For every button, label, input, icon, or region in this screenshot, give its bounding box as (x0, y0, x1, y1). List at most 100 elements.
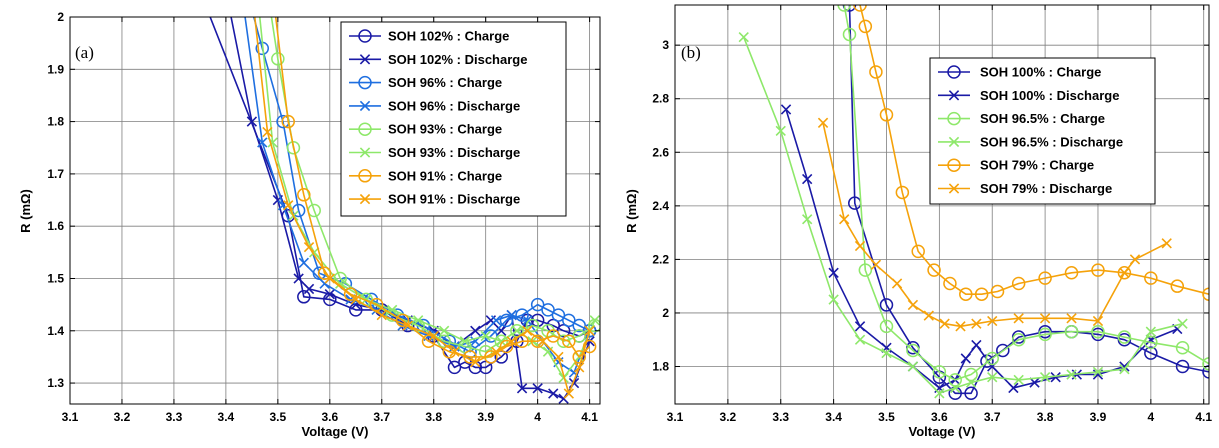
panel-label: (a) (75, 43, 94, 62)
legend-marker (358, 75, 372, 90)
data-point (480, 330, 491, 342)
data-point (870, 259, 882, 270)
data-point (1038, 327, 1052, 342)
data-point (943, 276, 957, 291)
data-point (842, 27, 857, 42)
x-tick-label: 3.1 (62, 410, 79, 424)
data-point (1066, 313, 1077, 324)
data-point (971, 339, 982, 351)
data-point (281, 114, 295, 129)
data-point (1161, 238, 1172, 249)
data-point (895, 185, 910, 200)
data-point (369, 297, 384, 312)
data-point (932, 365, 947, 379)
legend-marker (947, 111, 961, 126)
data-point (842, 5, 857, 12)
data-point (499, 313, 514, 328)
data-point (1064, 266, 1079, 280)
data-point (556, 324, 571, 338)
data-point (780, 104, 792, 115)
legend-label: SOH 79% : Discharge (980, 181, 1112, 196)
series-group (209, 17, 600, 404)
data-point (551, 308, 566, 322)
data-point (376, 309, 387, 321)
data-point (1144, 346, 1158, 360)
data-point (1144, 335, 1158, 350)
x-tick-label: 3.4 (825, 410, 842, 424)
data-point (470, 325, 481, 336)
data-point (297, 188, 311, 202)
data-point (572, 350, 586, 364)
legend-label: SOH 96% : Charge (388, 75, 502, 90)
data-point (964, 386, 978, 401)
data-point (879, 319, 894, 334)
legend-label: SOH 102% : Charge (388, 29, 509, 44)
series-line (843, 5, 1209, 381)
legend-marker (947, 158, 961, 172)
x-axis-label: Voltage (V) (909, 424, 976, 439)
legend-item: SOH 96% : Charge (349, 75, 502, 90)
x-tick-label: 3.7 (373, 410, 390, 424)
data-point (478, 360, 493, 375)
data-point (1038, 271, 1052, 285)
data-point (1011, 276, 1026, 291)
data-point (960, 353, 971, 364)
data-point (293, 273, 304, 284)
x-tick-label: 3.2 (114, 410, 131, 424)
y-axis-label: R (mΩ) (624, 189, 639, 233)
data-point (1129, 254, 1141, 265)
x-tick-label: 3.3 (166, 410, 183, 424)
data-point (522, 315, 533, 326)
data-point (438, 325, 450, 336)
data-point (965, 377, 977, 388)
data-point (574, 362, 585, 373)
data-point (1175, 359, 1190, 374)
data-point (1092, 366, 1104, 378)
data-point (546, 329, 560, 343)
data-point (553, 351, 564, 363)
data-point (572, 329, 586, 343)
legend-label: SOH 91% : Charge (388, 168, 502, 183)
x-tick-label: 4.1 (581, 410, 598, 424)
y-tick-label: 1.8 (652, 360, 669, 374)
y-tick-label: 1.4 (47, 324, 64, 338)
legend-item: SOH 79% : Charge (938, 158, 1094, 173)
legend-item: SOH 91% : Discharge (349, 192, 520, 207)
y-tick-label: 2 (57, 10, 64, 24)
legend-box (340, 21, 567, 217)
data-point (437, 334, 451, 348)
data-point (1066, 369, 1077, 380)
data-point (1091, 263, 1105, 277)
y-tick-label: 2.2 (652, 252, 669, 266)
y-tick-label: 1.7 (47, 167, 64, 181)
data-point (987, 315, 998, 327)
legend-marker (358, 122, 372, 136)
x-tick-label: 3.4 (218, 410, 235, 424)
legend-item: SOH 102% : Charge (349, 29, 509, 44)
x-tick-label: 3.5 (269, 410, 286, 424)
legend-label: SOH 102% : Discharge (388, 52, 527, 67)
data-point (246, 116, 258, 127)
data-point (449, 346, 460, 357)
data-point (879, 108, 894, 122)
x-tick-label: 4.1 (1195, 410, 1212, 424)
legend-item: SOH 96.5% : Charge (938, 111, 1105, 126)
data-point (964, 367, 978, 382)
x-tick-label: 3.1 (667, 410, 684, 424)
series-line (742, 36, 1183, 395)
legend-marker (948, 183, 960, 194)
x-axis-label: Voltage (V) (302, 424, 369, 439)
data-point (1092, 315, 1104, 327)
legend-box (929, 57, 1156, 205)
legend-marker (948, 90, 960, 101)
data-point (828, 267, 839, 278)
data-point (869, 65, 883, 79)
data-point (858, 263, 873, 277)
data-point (853, 5, 867, 12)
data-point (934, 388, 945, 399)
y-tick-label: 3 (662, 38, 669, 52)
data-point (948, 373, 962, 387)
data-point (582, 339, 597, 354)
data-point (1202, 365, 1209, 379)
data-point (303, 283, 315, 295)
